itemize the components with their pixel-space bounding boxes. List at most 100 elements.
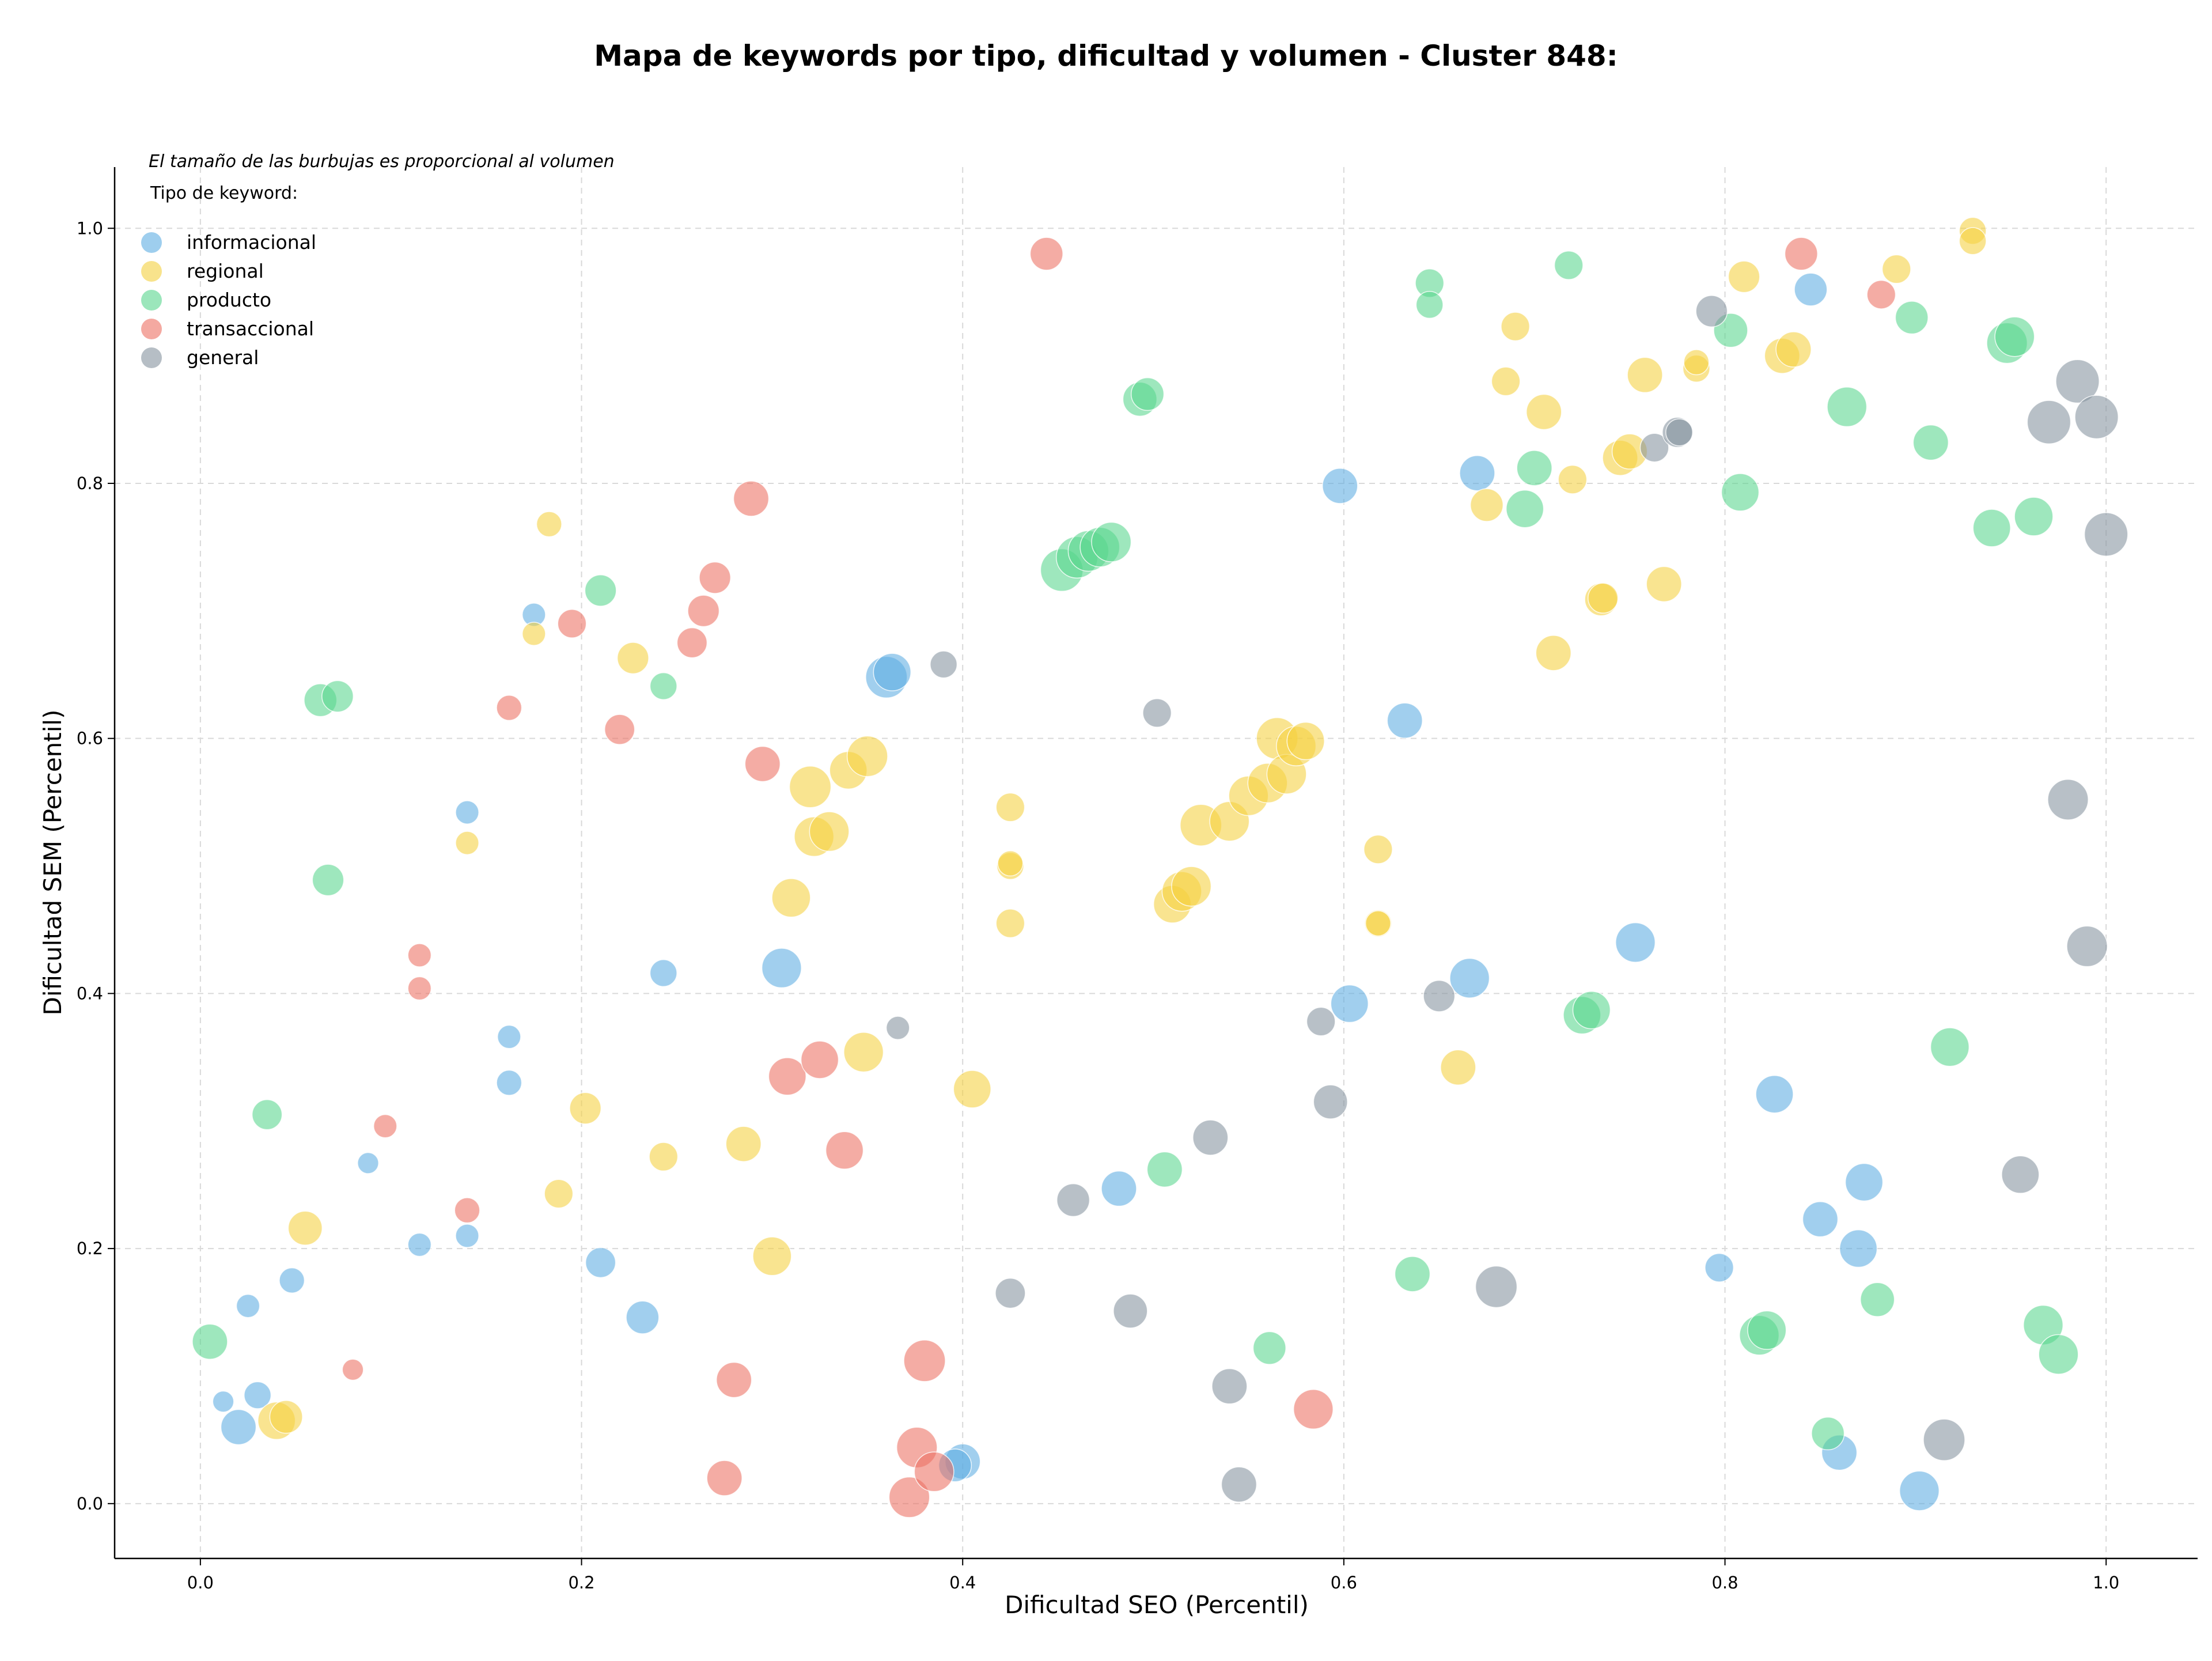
bubble-point: [800, 1041, 839, 1079]
bubble-point: [771, 878, 811, 918]
bubble-point: [1802, 1201, 1839, 1238]
bubble-point: [995, 909, 1025, 939]
bubble-point: [995, 1277, 1026, 1309]
bubble-point: [1784, 237, 1818, 271]
bubble-point: [496, 1069, 522, 1096]
bubble-point: [1322, 468, 1358, 504]
bubble-point: [1535, 635, 1572, 671]
bubble-point: [1755, 1075, 1794, 1114]
bubble-point: [649, 1142, 679, 1172]
bubble-point: [454, 1197, 480, 1224]
bubble-point: [342, 1359, 364, 1381]
x-tick-label: 0.6: [1331, 1573, 1357, 1592]
bubble-point: [1449, 958, 1490, 998]
legend-label: general: [187, 346, 259, 369]
bubble-point: [1912, 424, 1949, 461]
bubble-point: [2001, 1155, 2040, 1194]
bubble-point: [236, 1293, 260, 1318]
bubble-point: [1572, 990, 1611, 1030]
bubble-point: [2055, 359, 2100, 404]
bubble-point: [536, 511, 562, 538]
legend-label: producto: [187, 289, 271, 311]
x-tick-label: 1.0: [2093, 1573, 2119, 1592]
bubble-point: [357, 1152, 380, 1174]
bubble-point: [1293, 1388, 1334, 1430]
bubble-point: [1440, 1049, 1476, 1086]
legend-marker: [141, 290, 162, 311]
series-transaccional: [342, 237, 1896, 1518]
bubble-point: [706, 1460, 743, 1496]
bubble-point: [2027, 400, 2071, 445]
bubble-point: [1972, 509, 2011, 547]
bubble-point: [220, 1409, 257, 1446]
y-tick-label: 0.2: [77, 1239, 103, 1258]
bubble-point: [321, 680, 354, 713]
bubble-point: [997, 850, 1024, 877]
bubble-point: [251, 1099, 283, 1130]
bubble-point: [1491, 366, 1521, 396]
bubble-point: [1747, 1310, 1787, 1350]
bubble-point: [1615, 922, 1656, 963]
series-producto: [192, 250, 2079, 1451]
bubble-point: [455, 800, 479, 824]
bubble-point: [1859, 1282, 1895, 1317]
bubble-point: [212, 1390, 234, 1413]
bubble-point: [521, 622, 546, 646]
bubble-point: [885, 1016, 910, 1041]
bubble-point: [2074, 395, 2119, 440]
bubble-point: [1994, 316, 2035, 357]
bubble-point: [1646, 566, 1682, 603]
bubble-point: [557, 608, 587, 638]
bubble-point: [1146, 1151, 1183, 1188]
bubble-point: [2047, 779, 2089, 820]
bubble-size-note: El tamaño de las burbujas es proporciona…: [149, 152, 615, 172]
y-axis-label: Dificultad SEM (Percentil): [39, 710, 67, 1016]
bubble-point: [1101, 1170, 1137, 1207]
bubble-point: [1683, 349, 1710, 376]
bubble-point: [616, 642, 649, 675]
legend-label: informacional: [187, 231, 316, 253]
bubble-point: [1811, 1416, 1845, 1451]
bubble-point: [1469, 488, 1504, 522]
y-tick-label: 0.8: [77, 474, 103, 493]
bubble-point: [1286, 721, 1325, 760]
bubble-point: [1192, 1119, 1229, 1156]
bubble-point: [1501, 312, 1531, 342]
bubble-point: [1211, 1368, 1248, 1405]
bubble-point: [903, 1340, 946, 1382]
bubble-point: [1866, 279, 1896, 309]
bubble-point: [584, 574, 617, 607]
bubble-layer: [192, 217, 2128, 1518]
bubble-point: [1794, 273, 1828, 307]
bubble-point: [455, 831, 479, 856]
bubble-point: [569, 1092, 602, 1125]
bubble-point: [1306, 1007, 1336, 1036]
bubble-point: [1475, 1265, 1518, 1308]
bubble-point: [626, 1300, 660, 1334]
bubble-point: [1728, 260, 1760, 293]
bubble-point: [407, 943, 432, 967]
bubble-point: [768, 1057, 807, 1096]
x-axis-label: Dificultad SEO (Percentil): [1005, 1591, 1309, 1619]
bubble-point: [1554, 250, 1584, 280]
bubble-point: [2066, 925, 2108, 967]
bubble-point: [1588, 582, 1619, 614]
bubble-point: [373, 1114, 397, 1138]
bubble-point: [1221, 1466, 1257, 1503]
bubble-point: [544, 1179, 574, 1209]
series-general: [885, 295, 2128, 1503]
bubble-point: [873, 653, 912, 691]
bubble-point: [192, 1323, 228, 1360]
bubble-point: [914, 1451, 955, 1492]
x-tick-label: 0.8: [1711, 1573, 1738, 1592]
bubble-point: [1423, 979, 1456, 1012]
bubble-point: [1665, 418, 1694, 447]
bubble-point: [761, 948, 802, 989]
y-tick-label: 1.0: [77, 218, 103, 238]
bubble-point: [825, 1131, 864, 1170]
bubble-point: [312, 864, 344, 896]
bubble-point: [1056, 1183, 1090, 1217]
bubble-point: [287, 1210, 323, 1246]
legend-title: Tipo de keyword:: [150, 183, 298, 203]
